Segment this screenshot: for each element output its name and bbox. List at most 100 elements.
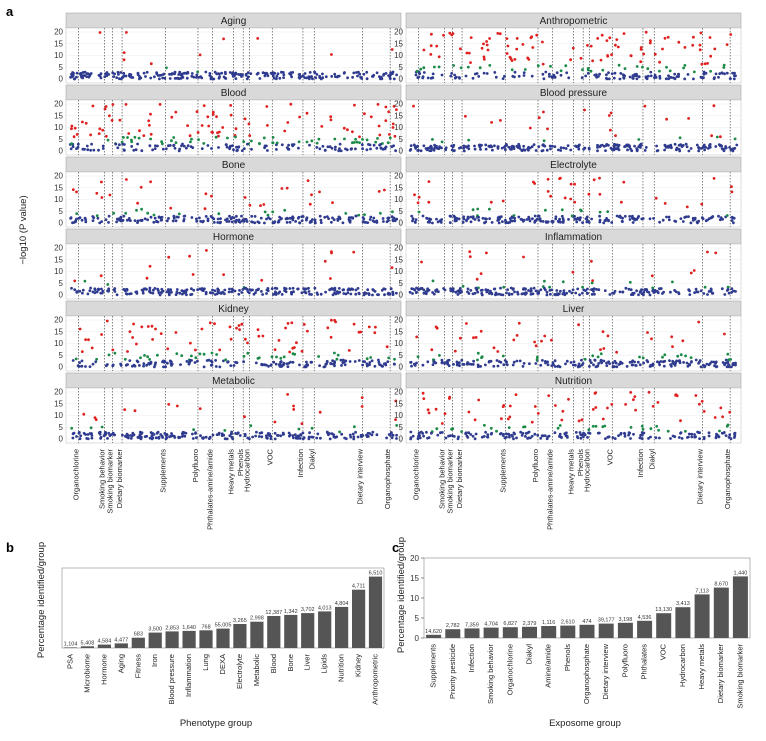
data-point [704, 146, 708, 149]
data-point [213, 289, 217, 293]
data-point [149, 180, 153, 184]
data-point [196, 70, 200, 74]
x-tick-label: Amine/amide [544, 644, 553, 688]
data-point [95, 191, 99, 195]
data-point [83, 279, 87, 283]
y-tick-label: 15 [54, 255, 63, 264]
data-point [417, 195, 421, 199]
data-point [553, 365, 557, 368]
y-tick-label: 15 [394, 39, 403, 48]
data-point [365, 148, 369, 152]
data-point [392, 104, 396, 108]
data-point [678, 136, 682, 140]
data-point [699, 75, 703, 79]
data-point [720, 287, 724, 291]
data-point [326, 145, 330, 149]
data-point [687, 215, 690, 219]
data-point [581, 68, 584, 72]
data-point [703, 285, 707, 289]
data-point [522, 144, 526, 148]
data-point [276, 220, 280, 224]
data-point [273, 431, 277, 435]
data-point [733, 432, 736, 436]
data-point [70, 426, 74, 430]
data-point [318, 410, 322, 414]
data-point [449, 287, 452, 290]
data-point [230, 435, 234, 439]
data-point [517, 74, 521, 78]
data-point [613, 437, 617, 440]
data-point [156, 353, 159, 357]
data-point [485, 251, 488, 255]
bar-microbiome [80, 646, 94, 648]
data-point [429, 53, 433, 56]
data-point [484, 147, 488, 151]
data-point [583, 108, 586, 112]
data-point [509, 147, 512, 151]
data-point [450, 33, 454, 37]
data-point [340, 432, 344, 436]
data-point [211, 433, 215, 437]
data-point [726, 288, 730, 291]
data-point [73, 279, 77, 283]
data-point [732, 216, 736, 220]
bar-phenols [560, 625, 576, 638]
data-point [80, 350, 84, 353]
data-point [367, 325, 371, 329]
data-point [719, 406, 723, 410]
data-point [86, 292, 90, 296]
data-point [698, 437, 701, 440]
data-point [178, 291, 182, 295]
data-point [697, 431, 701, 434]
data-point [232, 364, 236, 367]
data-point [642, 431, 646, 435]
data-point [311, 435, 315, 439]
data-point [689, 356, 693, 359]
data-point [265, 288, 269, 292]
data-point [250, 139, 253, 143]
data-point [111, 348, 115, 352]
data-point [610, 72, 614, 76]
data-point [237, 292, 241, 296]
data-point [146, 218, 150, 222]
data-point [296, 287, 299, 291]
data-point [607, 77, 611, 81]
data-point [663, 148, 666, 152]
exposome-group-label-phenols: Phenols [576, 449, 585, 476]
data-point [462, 217, 466, 221]
data-point [158, 293, 162, 297]
data-point [590, 288, 593, 291]
data-point [453, 149, 456, 152]
x-tick-label: Liver [303, 654, 312, 671]
data-point [279, 434, 283, 438]
data-point [706, 62, 709, 65]
data-point [85, 75, 88, 78]
data-point [294, 220, 297, 223]
data-point [149, 215, 153, 219]
data-point [371, 430, 375, 434]
data-point [170, 139, 173, 143]
data-point [591, 279, 594, 282]
data-point [598, 72, 601, 76]
data-point [416, 355, 420, 359]
data-point [629, 54, 633, 57]
data-point [412, 143, 416, 147]
data-point [654, 196, 658, 200]
y-tick-label: 15 [54, 183, 63, 192]
data-point [635, 289, 638, 293]
data-point [667, 74, 670, 78]
data-point [220, 71, 224, 75]
data-point [690, 432, 694, 436]
data-point [691, 216, 695, 220]
data-point [242, 147, 246, 151]
exposome-group-label-dietary-interview: Dietary interview [356, 448, 365, 504]
x-tick-label: Dietary interview [601, 643, 610, 699]
data-point [138, 364, 141, 367]
data-point [300, 215, 304, 219]
data-point [431, 76, 435, 80]
data-point [100, 287, 103, 291]
data-point [728, 410, 732, 414]
data-point [474, 286, 478, 290]
data-point [458, 364, 461, 368]
data-point [69, 216, 73, 220]
